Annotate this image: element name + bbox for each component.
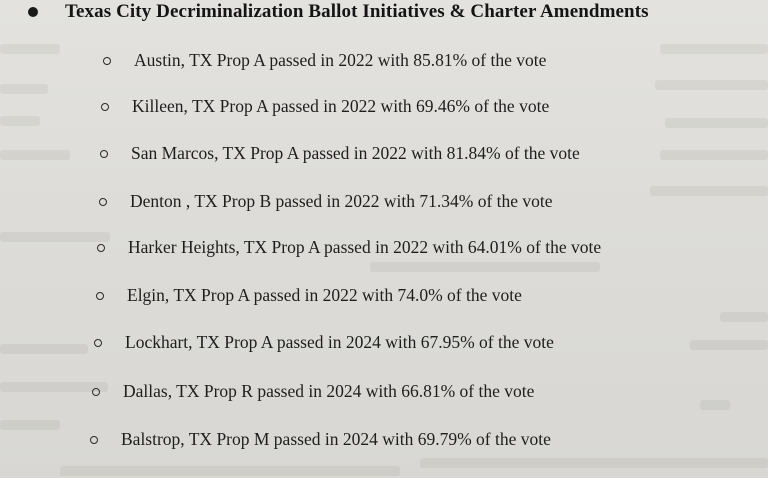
list-item-text: Killeen, TX Prop A passed in 2022 with 6…: [132, 96, 550, 116]
hollow-circle-bullet-icon: [94, 338, 102, 347]
list-item-text: Dallas, TX Prop R passed in 2024 with 66…: [123, 381, 535, 401]
list-item-text: Balstrop, TX Prop M passed in 2024 with …: [121, 429, 551, 449]
hollow-circle-bullet-icon: [99, 197, 107, 206]
hollow-circle-bullet-icon: [90, 435, 98, 444]
list-item: Austin, TX Prop A passed in 2022 with 85…: [103, 50, 546, 71]
list-item-text: Elgin, TX Prop A passed in 2022 with 74.…: [127, 285, 522, 305]
list-item-text: Harker Heights, TX Prop A passed in 2022…: [128, 237, 602, 257]
hollow-circle-bullet-icon: [103, 56, 111, 65]
list-item-text: Austin, TX Prop A passed in 2022 with 85…: [134, 50, 547, 70]
document-heading: Texas City Decriminalization Ballot Init…: [65, 1, 649, 22]
list-item: Killeen, TX Prop A passed in 2022 with 6…: [101, 96, 549, 117]
list-item-text: Lockhart, TX Prop A passed in 2024 with …: [125, 332, 554, 352]
list-item: Harker Heights, TX Prop A passed in 2022…: [97, 237, 601, 258]
list-item: Lockhart, TX Prop A passed in 2024 with …: [94, 332, 554, 353]
list-item: Denton , TX Prop B passed in 2022 with 7…: [99, 191, 553, 212]
hollow-circle-bullet-icon: [92, 387, 100, 396]
heading-row: Texas City Decriminalization Ballot Init…: [28, 1, 649, 23]
list-item-text: Denton , TX Prop B passed in 2022 with 7…: [130, 191, 553, 211]
list-item: Elgin, TX Prop A passed in 2022 with 74.…: [96, 285, 522, 306]
list-item-text: San Marcos, TX Prop A passed in 2022 wit…: [131, 143, 580, 163]
list-item: San Marcos, TX Prop A passed in 2022 wit…: [100, 143, 580, 164]
hollow-circle-bullet-icon: [101, 102, 109, 111]
hollow-circle-bullet-icon: [100, 149, 108, 158]
list-item: Dallas, TX Prop R passed in 2024 with 66…: [92, 381, 534, 402]
filled-circle-bullet-icon: [28, 7, 38, 17]
hollow-circle-bullet-icon: [96, 291, 104, 300]
list-item: Balstrop, TX Prop M passed in 2024 with …: [90, 429, 551, 450]
hollow-circle-bullet-icon: [97, 243, 105, 252]
